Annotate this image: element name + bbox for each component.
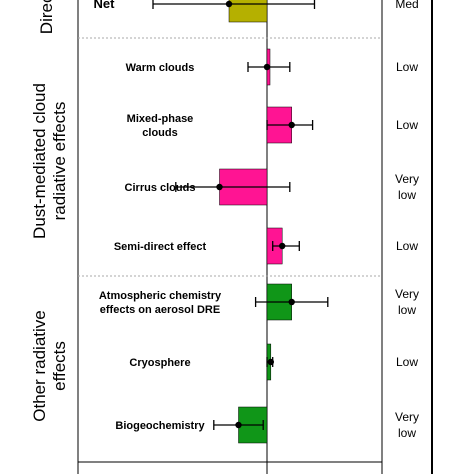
category-label: Semi-direct effect xyxy=(114,241,207,253)
category-label: Mixed-phase clouds xyxy=(127,113,194,139)
central-estimate-point xyxy=(288,121,295,129)
category-label: Biogeochemistry xyxy=(115,420,205,432)
bar xyxy=(228,0,268,23)
group-label-dust-mediated-cloud-radiative-effects: Dust-mediated cloudradiative effects xyxy=(30,83,69,239)
row-net: Net Med xyxy=(94,0,419,23)
category-label: Warm clouds xyxy=(126,62,195,74)
confidence-label: Low xyxy=(396,60,418,74)
row-cryosphere: Cryosphere Low xyxy=(129,343,418,381)
row-biogeochemistry: Biogeochemistry Very low xyxy=(115,406,419,444)
central-estimate-point xyxy=(288,298,295,306)
category-label: Cryosphere xyxy=(129,357,190,369)
row-warm-clouds: Warm clouds Low xyxy=(126,48,418,86)
confidence-label: Low xyxy=(396,355,418,369)
row-mixed-phase-clouds: Mixed-phase clouds Low xyxy=(127,106,418,144)
confidence-label: Low xyxy=(396,239,418,253)
confidence-label: Very low xyxy=(395,172,419,202)
central-estimate-point xyxy=(216,183,223,191)
row-atmospheric-chemistry-effects-on-aerosol-dre: Atmospheric chemistry effects on aerosol … xyxy=(99,283,419,321)
row-cirrus-clouds: Cirrus clouds Very low xyxy=(125,168,419,206)
row-semi-direct-effect: Semi-direct effect Low xyxy=(114,227,418,265)
category-label: Cirrus clouds xyxy=(125,182,196,194)
group-labels: Direct Dust-mediated cloudradiative effec… xyxy=(30,0,69,422)
central-estimate-point xyxy=(263,63,271,71)
confidence-label: Med xyxy=(395,0,418,11)
group-label-other-radiative-effects: Other radiativeeffects xyxy=(30,310,69,422)
confidence-label: Low xyxy=(396,118,418,132)
central-estimate-point xyxy=(225,0,233,8)
confidence-label: Very low xyxy=(395,287,419,317)
chart-rows: Net Med Warm clouds Low Mixed-phase clouds Low… xyxy=(94,0,419,444)
central-estimate-point xyxy=(235,421,242,429)
confidence-label: Very low xyxy=(395,410,419,440)
central-estimate-point xyxy=(267,358,274,366)
group-label-direct: Direct xyxy=(37,0,56,34)
category-label: Atmospheric chemistry effects on aerosol … xyxy=(99,290,222,316)
category-label: Net xyxy=(94,0,116,11)
central-estimate-point xyxy=(279,242,286,250)
